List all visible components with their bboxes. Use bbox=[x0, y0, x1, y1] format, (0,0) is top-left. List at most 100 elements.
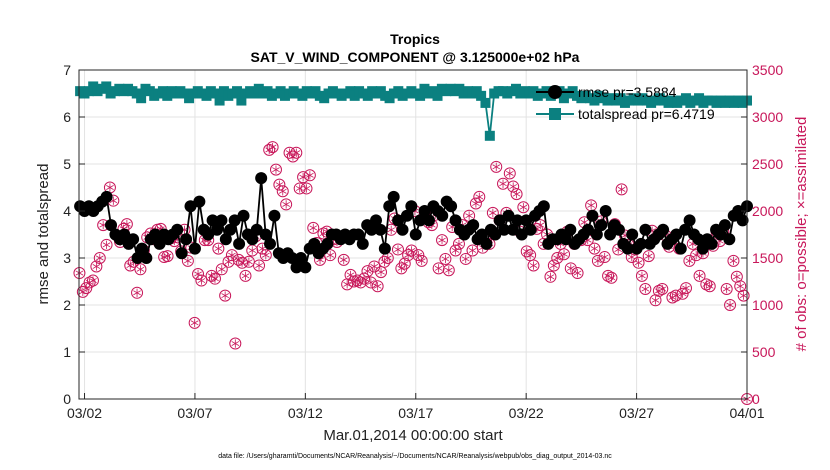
obs-marker-circle bbox=[737, 289, 750, 302]
obs-marker-cross bbox=[292, 150, 301, 156]
obs-marker-cross bbox=[221, 293, 229, 299]
obs-point bbox=[510, 188, 523, 201]
y-axis-right: 0 500 1000 1500 2000 2500 3000 3500 bbox=[741, 62, 783, 407]
obs-marker-cross bbox=[722, 286, 731, 292]
obs-point bbox=[215, 263, 228, 276]
obs-marker-circle bbox=[93, 252, 106, 264]
obs-point bbox=[371, 280, 384, 293]
obs-marker-cross bbox=[468, 248, 477, 253]
obs-marker-cross bbox=[184, 258, 192, 264]
totalspread-point bbox=[476, 90, 487, 101]
y2-tick-label: 2500 bbox=[752, 156, 783, 172]
rmse-point bbox=[476, 228, 489, 241]
obs-marker-circle bbox=[676, 287, 689, 300]
obs-marker-circle bbox=[263, 143, 276, 156]
legend-rmse-label: rmse pr=3.5884 bbox=[578, 84, 677, 100]
obs-marker-cross bbox=[736, 283, 745, 289]
obs-point bbox=[551, 252, 564, 264]
rmse-point bbox=[228, 214, 241, 227]
rmse-point bbox=[493, 214, 506, 227]
y2-tick-label: 0 bbox=[752, 391, 760, 407]
obs-marker-cross bbox=[377, 269, 385, 275]
obs-marker-circle bbox=[297, 171, 310, 184]
obs-marker-circle bbox=[615, 183, 628, 196]
rmse-point bbox=[219, 233, 232, 246]
obs-marker-circle bbox=[280, 198, 293, 211]
rmse-point bbox=[696, 242, 709, 255]
obs-marker-cross bbox=[136, 266, 145, 272]
obs-marker-cross bbox=[92, 264, 101, 269]
rmse-point bbox=[445, 200, 458, 213]
obs-marker-circle bbox=[490, 160, 503, 173]
obs-marker-cross bbox=[627, 254, 636, 260]
obs-point bbox=[337, 253, 350, 266]
y-tick-label: 1 bbox=[63, 344, 71, 360]
legend-spread-label: totalspread pr=6.4719 bbox=[578, 106, 715, 122]
rmse-point bbox=[400, 209, 413, 222]
obs-marker-circle bbox=[588, 242, 601, 255]
obs-point bbox=[459, 252, 472, 265]
rmse-point bbox=[211, 223, 224, 236]
obs-point bbox=[375, 266, 388, 279]
rmse-point bbox=[149, 228, 162, 241]
x-tick-label: 03/12 bbox=[288, 405, 323, 421]
obs-marker-circle bbox=[449, 244, 462, 257]
y-tick-label: 3 bbox=[63, 250, 71, 266]
obs-marker-circle bbox=[324, 249, 337, 262]
rmse-point bbox=[184, 200, 197, 213]
obs-point bbox=[635, 269, 648, 282]
obs-point bbox=[473, 190, 486, 203]
series-totalspread bbox=[75, 81, 752, 141]
obs-marker-cross bbox=[89, 278, 97, 284]
obs-marker-cross bbox=[238, 260, 246, 266]
obs-marker-cross bbox=[726, 302, 734, 308]
obs-marker-circle bbox=[253, 259, 266, 272]
rmse-point bbox=[308, 237, 321, 250]
obs-point bbox=[466, 244, 479, 257]
rmse-point bbox=[524, 223, 537, 236]
rmse-point bbox=[193, 195, 206, 208]
obs-marker-circle bbox=[635, 269, 648, 282]
obs-marker-cross bbox=[580, 219, 589, 225]
y2-tick-label: 1000 bbox=[752, 297, 783, 313]
rmse-point bbox=[140, 252, 153, 264]
rmse-point bbox=[621, 242, 634, 255]
obs-marker-circle bbox=[558, 248, 571, 261]
obs-marker-cross bbox=[245, 259, 253, 265]
obs-point bbox=[436, 234, 449, 247]
obs-point bbox=[100, 238, 113, 251]
rmse-point bbox=[259, 228, 272, 241]
obs-marker-cross bbox=[133, 290, 141, 296]
legend-spread-marker bbox=[549, 108, 561, 120]
rmse-point bbox=[449, 214, 462, 227]
obs-marker-cross bbox=[594, 258, 602, 264]
rmse-point bbox=[396, 223, 409, 236]
rmse-point bbox=[286, 252, 299, 264]
obs-point bbox=[469, 197, 482, 210]
obs-marker-cross bbox=[732, 274, 741, 280]
rmse-point bbox=[723, 233, 736, 246]
obs-point bbox=[547, 259, 560, 272]
obs-point bbox=[229, 337, 242, 350]
rmse-point bbox=[718, 219, 731, 232]
rmse-point bbox=[387, 190, 400, 203]
obs-point bbox=[195, 274, 208, 287]
obs-point bbox=[181, 254, 194, 267]
obs-point bbox=[724, 299, 737, 311]
obs-point bbox=[656, 283, 669, 296]
rmse-point bbox=[105, 219, 118, 232]
obs-marker-circle bbox=[656, 283, 669, 296]
obs-point bbox=[222, 255, 235, 268]
obs-marker-cross bbox=[644, 253, 653, 259]
rmse-point bbox=[604, 228, 617, 241]
obs-marker-cross bbox=[461, 256, 470, 262]
rmse-point bbox=[502, 209, 515, 222]
obs-point bbox=[693, 269, 706, 282]
obs-marker-circle bbox=[371, 280, 384, 293]
obs-point bbox=[192, 267, 205, 280]
obs-marker-cross bbox=[106, 185, 114, 190]
obs-marker-circle bbox=[86, 274, 99, 287]
obs-marker-cross bbox=[224, 259, 233, 265]
obs-marker-circle bbox=[215, 263, 228, 276]
